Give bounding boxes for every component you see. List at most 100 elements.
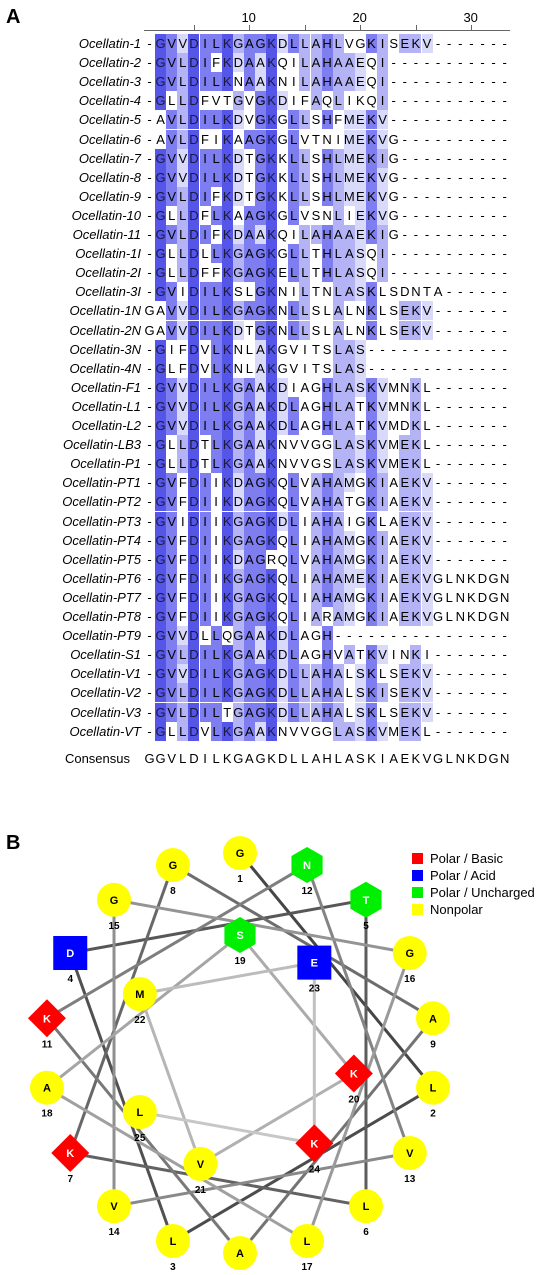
consensus-label: Consensus <box>64 750 130 766</box>
residue-cell: - <box>147 456 152 472</box>
residue-cell: A <box>243 225 255 244</box>
residue-cell: K <box>366 416 377 435</box>
residue-cell: - <box>502 131 507 147</box>
residue-cell: M <box>343 186 355 206</box>
residue-cell: - <box>447 55 452 71</box>
residue-cell: Q <box>366 55 377 71</box>
residue-cell: - <box>469 456 474 472</box>
residue-cell: K <box>221 568 233 588</box>
residue-number: 23 <box>309 984 321 995</box>
wheel-link <box>305 864 412 1154</box>
residue-cell: G <box>232 721 244 741</box>
residue-cell: V <box>177 320 189 340</box>
residue-cell: A <box>255 53 266 73</box>
residue-cell: A <box>243 721 255 741</box>
residue-cell: D <box>188 435 200 455</box>
residue-cell: - <box>424 93 430 109</box>
residue-cell: V <box>200 360 210 376</box>
residue-cell: E <box>399 549 411 569</box>
residue-cell: K <box>366 645 377 665</box>
residue-cell: K <box>221 282 233 302</box>
residue-cell: H <box>321 664 333 684</box>
residue-cell: D <box>188 607 200 626</box>
residue-cell: A <box>343 225 355 244</box>
legend-swatch <box>412 904 423 915</box>
residue-cell: G <box>488 609 499 624</box>
residue-cell: G <box>155 72 167 92</box>
residue-cell: K <box>410 301 422 321</box>
residue-cell: - <box>447 666 452 682</box>
residue-cell: S <box>311 303 321 319</box>
residue-cell: L <box>245 341 253 357</box>
residue-cell: L <box>210 301 222 321</box>
residue-cell: - <box>491 704 496 720</box>
residue-cell: K <box>266 511 278 531</box>
residue-cell: - <box>502 551 507 567</box>
residue-cell: D <box>188 549 200 569</box>
residue-cell: A <box>389 570 399 586</box>
residue-cell: H <box>321 186 333 206</box>
residue-cell: E <box>354 129 366 149</box>
residue-cell: V <box>177 416 189 435</box>
residue-cell: - <box>502 628 507 644</box>
residue-cell: L <box>299 683 311 703</box>
residue-cell: G <box>255 587 266 607</box>
residue-cell: N <box>277 303 288 319</box>
residue-cell: L <box>177 454 189 474</box>
residue-cell: - <box>147 265 152 281</box>
residue-cell: V <box>377 205 389 225</box>
residue-cell: - <box>435 418 441 433</box>
residue-cell: H <box>321 72 333 92</box>
residue-letter: L <box>304 1236 311 1248</box>
residue-cell: K <box>366 683 377 703</box>
residue-cell: L <box>332 148 344 168</box>
residue-cell: K <box>366 396 377 416</box>
residue-cell: S <box>311 150 321 166</box>
residue-cell: M <box>343 568 355 588</box>
residue-cell: - <box>491 36 496 51</box>
residue-cell: D <box>188 320 200 340</box>
residue-cell: V <box>289 360 299 376</box>
residue-cell: T <box>312 360 320 376</box>
residue-cell: K <box>410 530 422 550</box>
residue-cell: - <box>413 169 419 185</box>
residue-cell: - <box>435 227 441 242</box>
residue-cell: - <box>413 628 419 644</box>
residue-cell: F <box>201 131 209 147</box>
residue-cell: K <box>266 186 278 206</box>
residue-cell: K <box>366 377 377 397</box>
residue-cell: L <box>445 589 453 605</box>
residue-cell: A <box>243 607 255 626</box>
residue-cell: - <box>447 150 452 166</box>
residue-cell: A <box>332 702 344 722</box>
residue-cell: H <box>321 626 333 646</box>
residue-cell: G <box>310 647 322 663</box>
wheel-residue: L3 <box>155 1223 190 1273</box>
residue-cell: K <box>410 416 422 435</box>
residue-cell: - <box>147 284 152 300</box>
residue-cell: S <box>311 322 321 338</box>
residue-cell: A <box>243 244 255 264</box>
residue-cell: A <box>310 568 322 588</box>
residue-cell: K <box>366 205 377 225</box>
residue-cell: N <box>277 723 288 739</box>
residue-cell: K <box>221 186 233 206</box>
residue-cell: - <box>458 227 463 242</box>
residue-cell: - <box>402 112 407 128</box>
residue-cell: - <box>480 74 485 90</box>
sequence-name: Ocellatin-P1 <box>70 456 141 472</box>
residue-cell: G <box>155 568 167 588</box>
residue-cell: - <box>391 246 396 262</box>
residue-cell: V <box>245 112 254 128</box>
residue-cell: D <box>400 284 410 300</box>
residue-cell: L <box>345 704 353 720</box>
residue-cell: - <box>480 169 485 185</box>
residue-cell: - <box>391 93 396 109</box>
residue-cell: K <box>221 396 233 416</box>
residue-cell: G <box>488 570 499 586</box>
residue-cell: - <box>424 74 430 90</box>
wheel-residue: L2 <box>416 1070 451 1120</box>
consensus-residue: E <box>400 750 410 766</box>
residue-cell: - <box>480 265 485 281</box>
residue-cell: - <box>480 36 485 51</box>
